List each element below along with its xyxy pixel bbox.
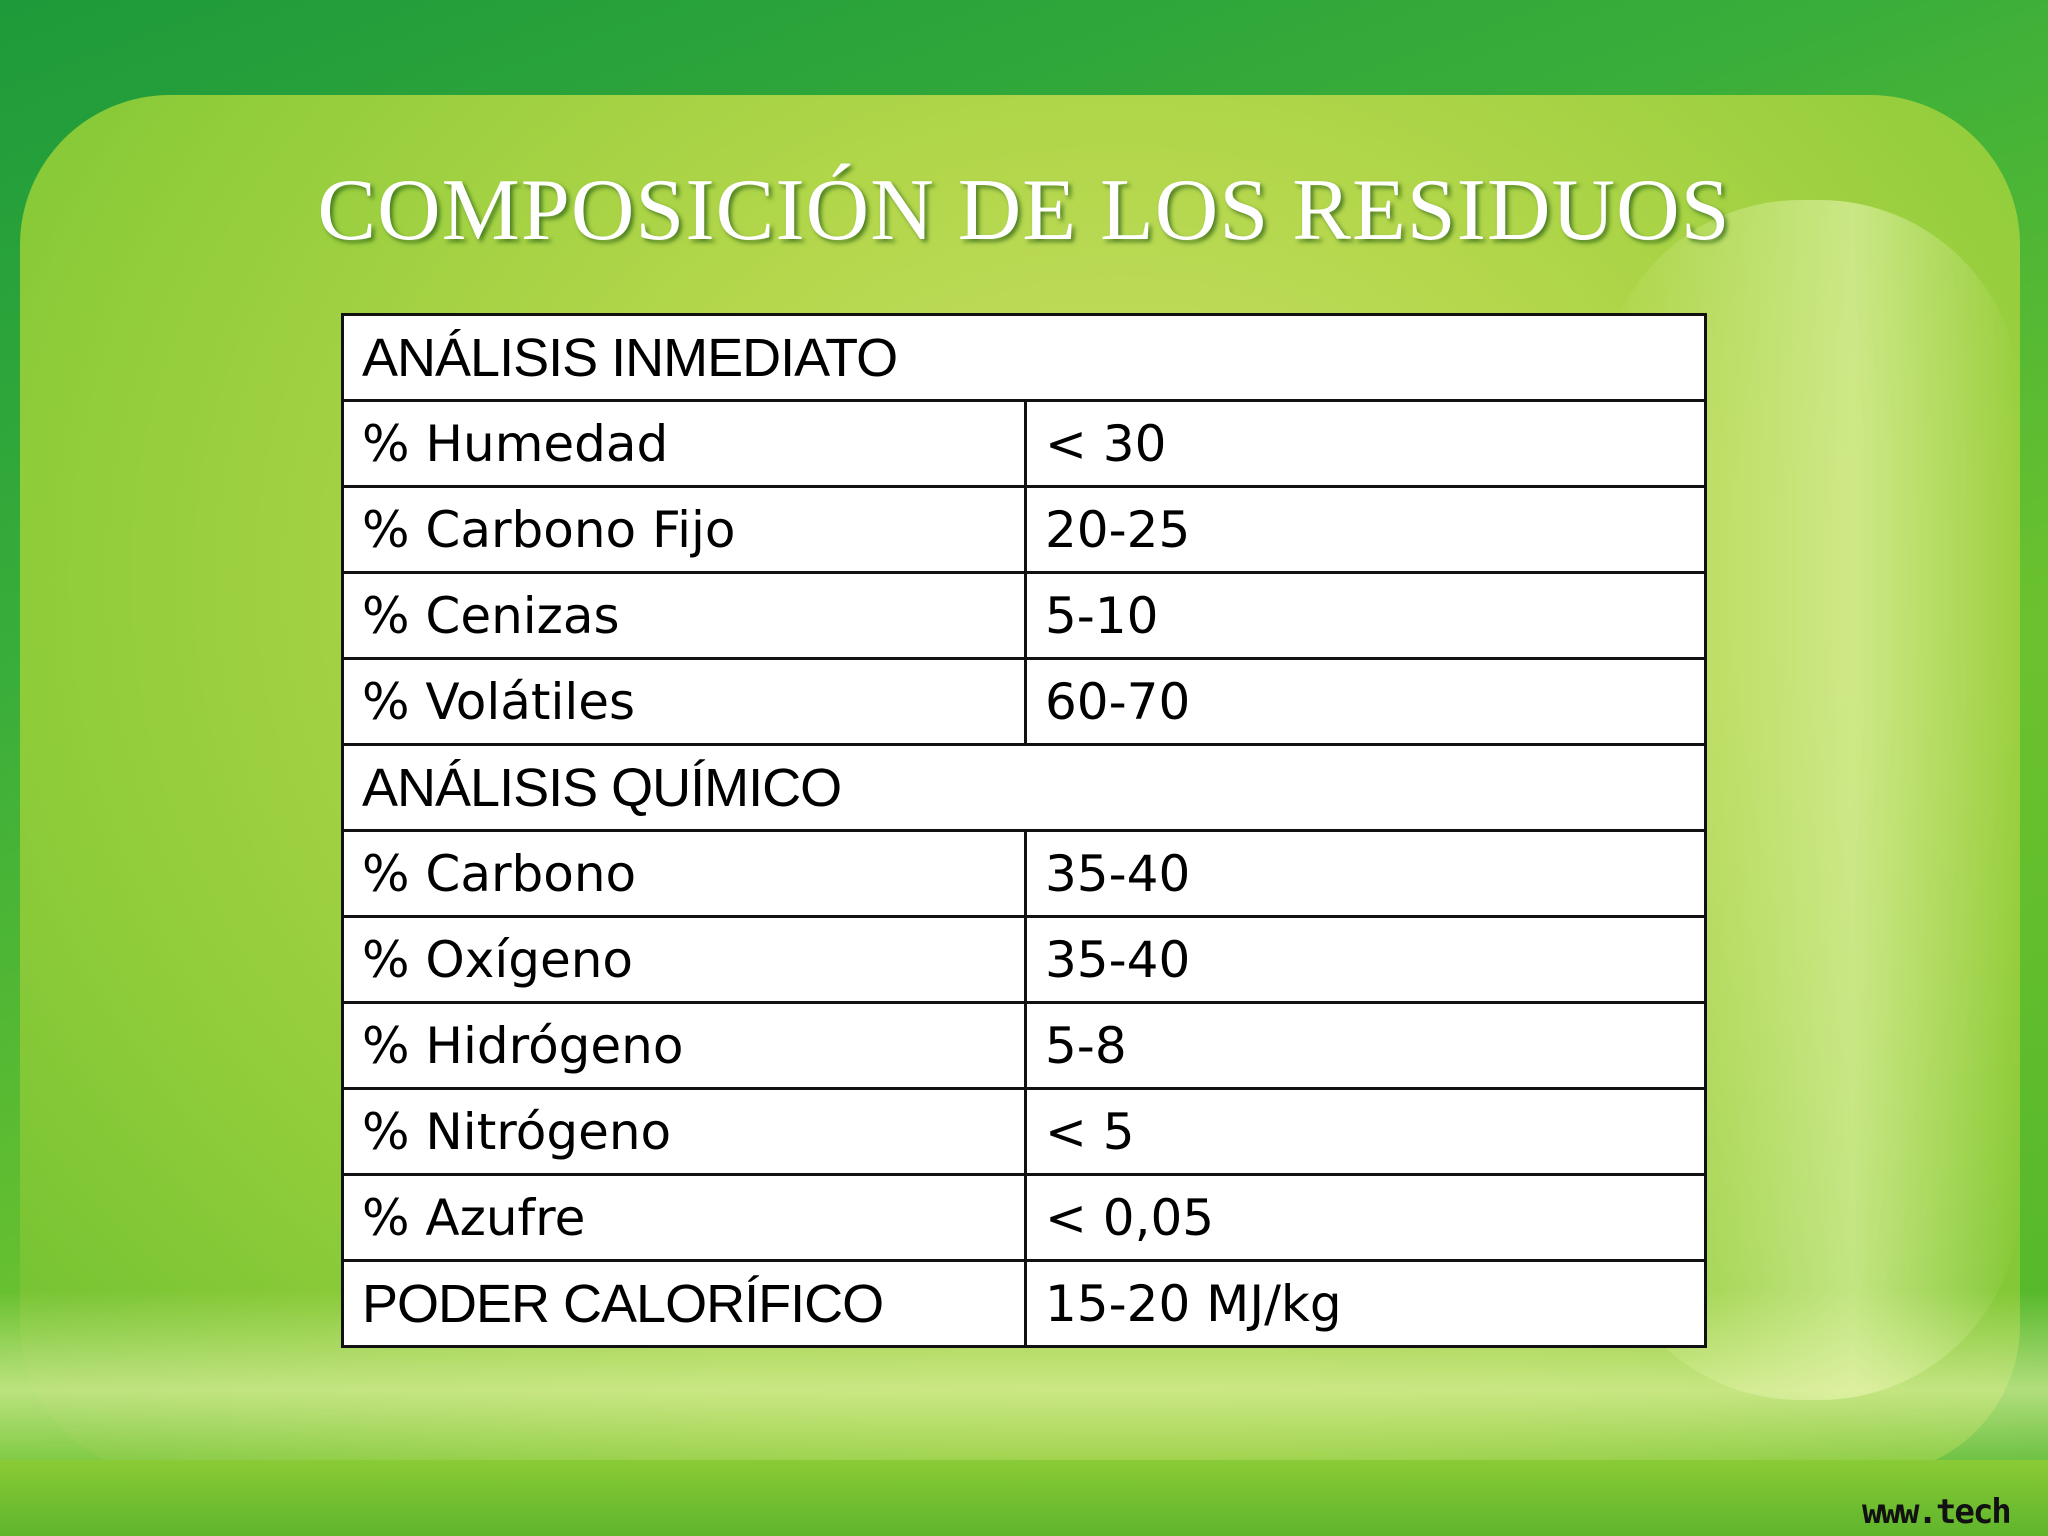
composition-table: ANÁLISIS INMEDIATO% Humedad < 30% Carbono… (341, 313, 1707, 1348)
table-row: % Oxígeno 35-40 (341, 915, 1707, 1004)
table-row: PODER CALORÍFICO 15-20 MJ/kg (341, 1259, 1707, 1348)
row-label: % Oxígeno (341, 915, 1027, 1004)
slide-title: COMPOSICIÓN DE LOS RESIDUOS (317, 162, 1731, 259)
bottom-band (0, 1460, 2048, 1536)
row-value: 60-70 (1024, 657, 1707, 746)
section-header-row: ANÁLISIS QUÍMICO (341, 743, 1707, 832)
row-value: 20-25 (1024, 485, 1707, 574)
row-value: 15-20 MJ/kg (1024, 1259, 1707, 1348)
row-label: % Nitrógeno (341, 1087, 1027, 1176)
table-row: % Cenizas 5-10 (341, 571, 1707, 660)
section-header-row: ANÁLISIS INMEDIATO (341, 313, 1707, 402)
row-label: ANÁLISIS INMEDIATO (341, 313, 1707, 402)
row-label: % Cenizas (341, 571, 1027, 660)
watermark-logo: www.tech (1862, 1492, 2012, 1532)
row-label: PODER CALORÍFICO (341, 1259, 1027, 1348)
table-row: % Carbono 35-40 (341, 829, 1707, 918)
row-value: < 0,05 (1024, 1173, 1707, 1262)
row-value: 35-40 (1024, 829, 1707, 918)
row-value: 5-10 (1024, 571, 1707, 660)
table-row: % Azufre < 0,05 (341, 1173, 1707, 1262)
row-value: < 30 (1024, 399, 1707, 488)
table-row: % Volátiles 60-70 (341, 657, 1707, 746)
row-label: % Volátiles (341, 657, 1027, 746)
row-value: 35-40 (1024, 915, 1707, 1004)
row-label: % Carbono (341, 829, 1027, 918)
row-value: 5-8 (1024, 1001, 1707, 1090)
row-label: % Humedad (341, 399, 1027, 488)
table-row: % Humedad < 30 (341, 399, 1707, 488)
table-row: % Hidrógeno 5-8 (341, 1001, 1707, 1090)
row-label: ANÁLISIS QUÍMICO (341, 743, 1707, 832)
table-row: % Nitrógeno < 5 (341, 1087, 1707, 1176)
row-label: % Hidrógeno (341, 1001, 1027, 1090)
table-row: % Carbono Fijo 20-25 (341, 485, 1707, 574)
row-label: % Azufre (341, 1173, 1027, 1262)
row-label: % Carbono Fijo (341, 485, 1027, 574)
row-value: < 5 (1024, 1087, 1707, 1176)
